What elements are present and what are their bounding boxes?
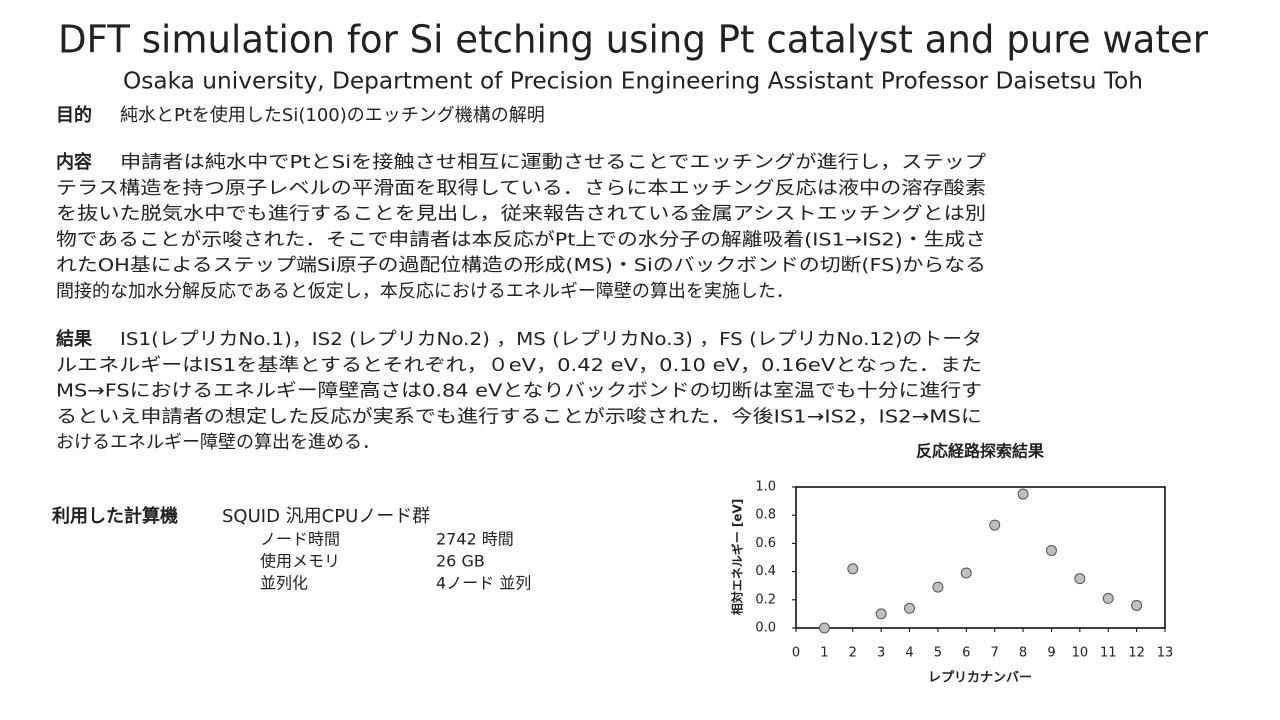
paragraph-line: MS→FSにおけるエネルギー障壁高さは0.84 eVとなりバックボンドの切断は室… — [56, 381, 982, 402]
spec-value: 26 GB — [436, 552, 485, 571]
point — [989, 519, 1001, 531]
paragraph-line: IS1(レプリカNo.1)，IS2 (レプリカNo.2) ，MS (レプリカNo… — [120, 329, 982, 350]
computer-name: SQUID 汎用CPUノード群 — [222, 506, 430, 527]
paragraph-line: 物であることが示唆された．そこで申請者は本反応がPt上での水分子の解離吸着(IS… — [56, 229, 986, 250]
paragraph-line: テラス構造を持つ原子レベルの平滑面を取得している．さらに本エッチング反応は液中の… — [56, 178, 986, 199]
y-tick-label: 0.8 — [755, 508, 776, 523]
x-axis-label: レプリカナンバー — [928, 671, 1032, 686]
section-label: 利用した計算機 — [52, 505, 178, 527]
point — [1074, 573, 1086, 585]
x-tick-label: 2 — [849, 646, 857, 661]
x-tick-label: 4 — [905, 646, 913, 661]
x-tick-label: 12 — [1128, 646, 1145, 661]
point — [1131, 599, 1143, 611]
section-label: 内容 — [56, 151, 92, 173]
plot-frame — [795, 486, 1166, 629]
y-tick-label: 0.6 — [755, 536, 776, 551]
x-tick-label: 7 — [991, 646, 999, 661]
subtitle: Osaka university, Department of Precisio… — [123, 69, 1143, 95]
paragraph-line: るといえ申請者の想定した反応が実系でも進行することが示唆された．今後IS1→IS… — [56, 406, 982, 427]
x-tick-label: 9 — [1047, 646, 1055, 661]
section-label: 結果 — [56, 328, 93, 350]
x-tick-label: 10 — [1072, 646, 1089, 661]
paragraph-line: おけるエネルギー障壁の算出を進める． — [56, 432, 380, 453]
x-tick-label: 11 — [1100, 646, 1117, 661]
y-tick-label: 0.4 — [755, 564, 776, 579]
point — [1017, 488, 1029, 500]
y-tick-label: 1.0 — [755, 480, 776, 495]
chart-title: 反応経路探索結果 — [916, 442, 1044, 461]
spec-value: 4ノード 並列 — [436, 574, 531, 593]
x-tick-label: 0 — [792, 646, 800, 661]
paragraph-line: を抜いた脱気水中でも進行することを見出し，従来報告されている金属アシストエッチン… — [56, 204, 986, 225]
paragraph-line: れたOH基によるステップ端Si原子の過配位構造の形成(MS)・Siのバックボンド… — [56, 255, 986, 276]
paragraph-line: 申請者は純水中でPtとSiを接触させ相互に運動させることでエッチングが進行し，ス… — [120, 152, 986, 173]
spec-label: 並列化 — [260, 574, 308, 593]
point — [932, 581, 944, 593]
x-tick-label: 13 — [1157, 646, 1174, 661]
spec-label: 使用メモリ — [260, 552, 340, 571]
point — [1045, 544, 1057, 556]
point — [904, 602, 916, 614]
point — [875, 608, 887, 620]
x-tick-label: 3 — [877, 646, 885, 661]
x-tick-label: 1 — [820, 646, 828, 661]
paragraph-line: 間接的な加水分解反応であると仮定し，本反応におけるエネルギー障壁の算出を実施した… — [56, 281, 794, 302]
spec-label: ノード時間 — [260, 530, 340, 549]
section-label: 目的 — [56, 104, 92, 126]
point — [1102, 592, 1114, 604]
y-axis-label: 相対エネルギー [eV] — [730, 499, 745, 616]
point — [818, 622, 830, 634]
x-tick-label: 6 — [962, 646, 970, 661]
y-tick-label: 0.2 — [755, 592, 776, 607]
section-text: 純水とPtを使用したSi(100)のエッチング機構の解明 — [120, 105, 545, 126]
paragraph-line: ルエネルギーはIS1を基準とするとそれぞれ，０eV，0.42 eV，0.10 e… — [56, 355, 982, 376]
x-tick-label: 8 — [1019, 646, 1027, 661]
x-tick-label: 5 — [934, 646, 942, 661]
spec-value: 2742 時間 — [436, 530, 514, 549]
point — [960, 567, 972, 579]
title: DFT simulation for Si etching using Pt c… — [58, 18, 1208, 62]
point — [847, 563, 859, 575]
y-tick-label: 0.0 — [755, 621, 776, 636]
